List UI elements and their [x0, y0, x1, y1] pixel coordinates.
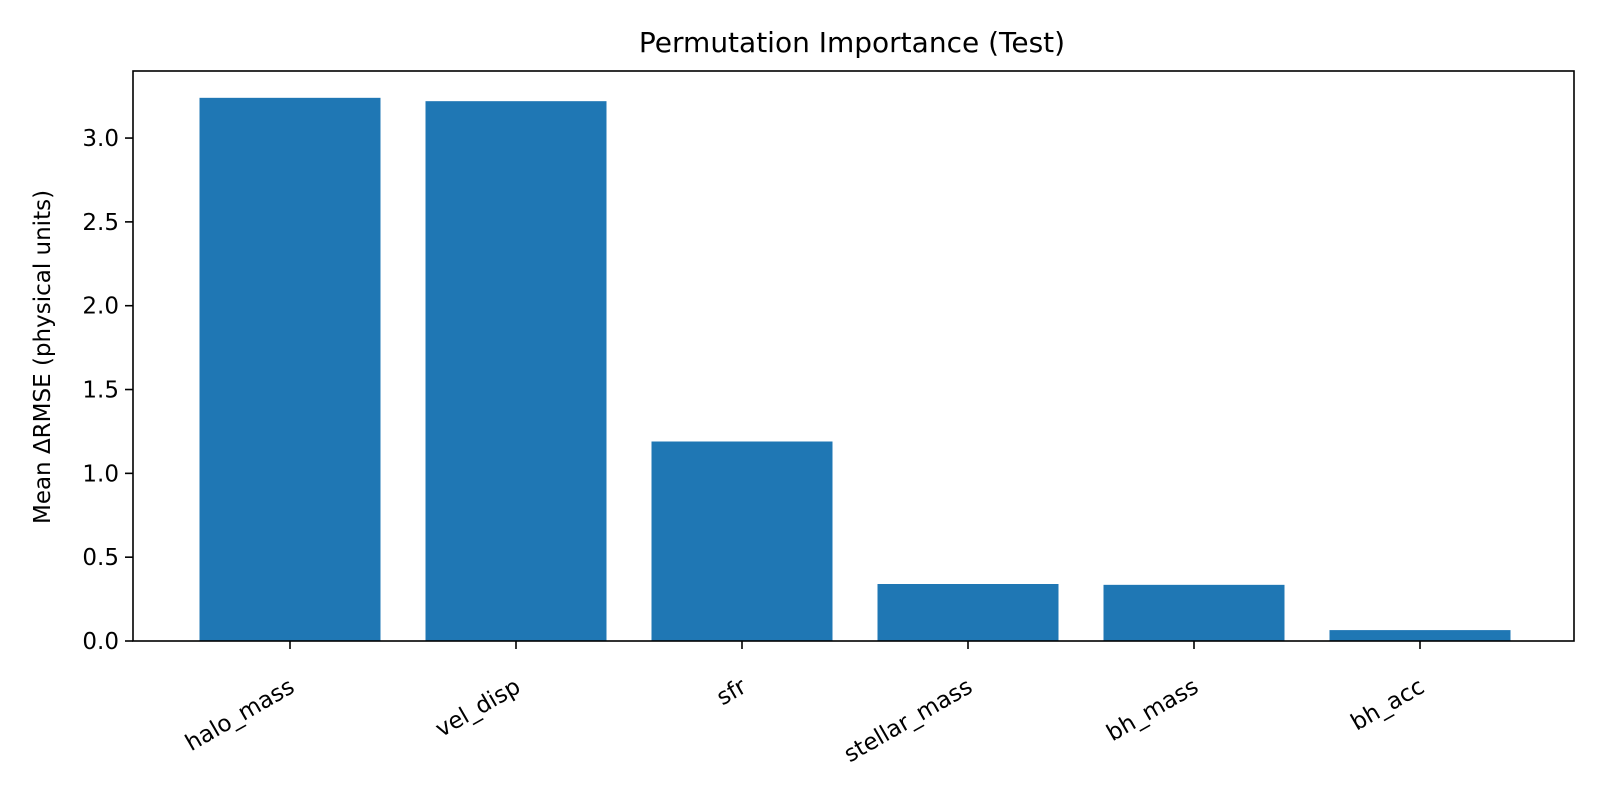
plot-area-frame: [132, 70, 1575, 642]
x-tick-label: stellar_mass: [840, 674, 977, 768]
bars-group: [199, 97, 1511, 642]
y-tick-label: 3.0: [82, 126, 119, 152]
x-tick-label: sfr: [712, 673, 751, 711]
y-tick-label: 1.5: [82, 378, 119, 404]
bar-sfr: [651, 441, 833, 641]
y-tick-label: 0.0: [82, 629, 119, 655]
x-axis-ticks: halo_mass vel_disp sfr stellar_mass bh_mass b…: [181, 641, 1429, 768]
y-axis-ticks: 0.0 0.5 1.0 1.5 2.0 2.5 3.0: [82, 126, 133, 655]
y-tick-label: 0.5: [82, 545, 119, 571]
y-tick-label: 2.0: [82, 294, 119, 320]
bar-bh-mass: [1103, 584, 1285, 641]
x-tick-label: bh_acc: [1347, 674, 1429, 737]
bar-bh-acc: [1329, 630, 1511, 641]
x-tick-label: vel_disp: [431, 674, 525, 743]
y-tick-label: 2.5: [82, 210, 119, 236]
x-tick-label: bh_mass: [1102, 674, 1203, 747]
bar-halo-mass: [199, 97, 381, 641]
x-tick-label: halo_mass: [181, 674, 299, 757]
bar-vel-disp: [425, 101, 607, 642]
chart-title: Permutation Importance (Test): [639, 26, 1065, 59]
y-tick-label: 1.0: [82, 461, 119, 487]
y-axis-label: Mean ΔRMSE (physical units): [30, 190, 56, 524]
bar-stellar-mass: [877, 584, 1059, 641]
